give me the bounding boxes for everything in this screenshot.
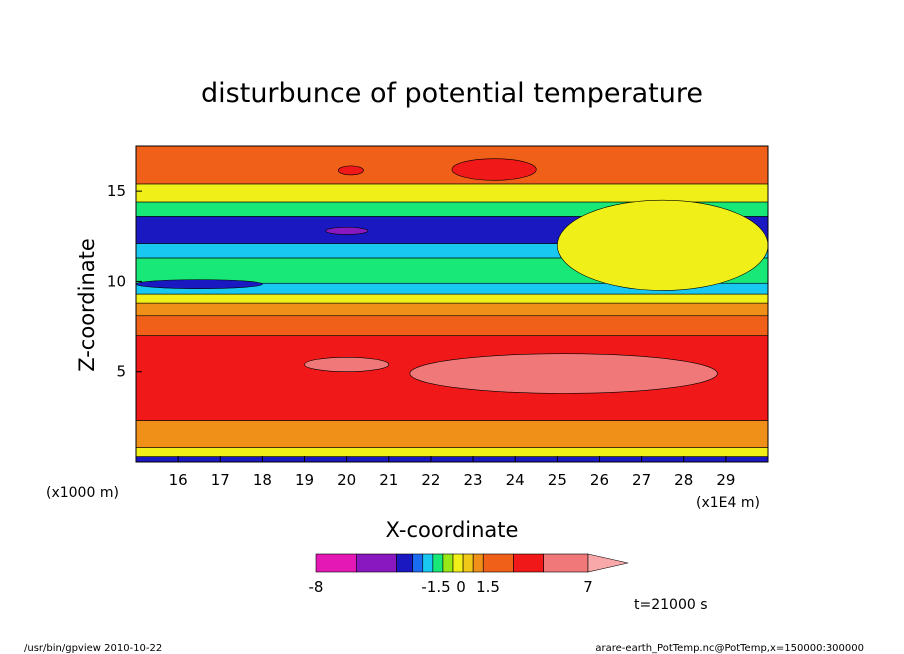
contour-band-1 <box>135 447 769 457</box>
chart-title: disturbunce of potential temperature <box>201 78 703 109</box>
colorbar-segment-10 <box>482 553 514 573</box>
x-tick-label: 20 <box>337 471 356 489</box>
colorbar-segment-5 <box>432 553 444 573</box>
x-unit-right: (x1E4 m) <box>696 495 760 511</box>
colorbar-segment-1 <box>355 553 397 573</box>
x-tick-label: 16 <box>169 471 188 489</box>
x-tick-label: 19 <box>295 471 314 489</box>
x-tick-label: 27 <box>632 471 651 489</box>
contour-band-12 <box>135 183 769 203</box>
colorbar-labels: -8 -1.5 0 1.5 7 <box>309 578 593 596</box>
contour-band-13 <box>135 145 769 185</box>
time-label: t=21000 s <box>634 597 708 613</box>
colorbar-segment-12 <box>543 553 589 573</box>
contour-band-0 <box>135 456 769 463</box>
contour-patch-1 <box>304 356 390 373</box>
x-tick-label: 23 <box>464 471 483 489</box>
colorbar-label: 0 <box>456 578 466 596</box>
contour-band-2 <box>135 420 769 448</box>
contour-patch-0 <box>409 353 718 394</box>
colorbar-label: -1.5 <box>421 578 450 596</box>
contour-band-4 <box>135 315 769 336</box>
colorbar-label: 1.5 <box>476 578 500 596</box>
plot-area <box>135 145 769 463</box>
x-tick-label: 25 <box>548 471 567 489</box>
y-tick-label: 15 <box>107 182 126 200</box>
contour-band-6 <box>135 293 769 304</box>
x-tick-label: 22 <box>421 471 440 489</box>
x-tick-label: 17 <box>211 471 230 489</box>
colorbar-label: -8 <box>309 578 324 596</box>
contour-band-5 <box>135 302 769 317</box>
contour-patch-6 <box>325 226 369 235</box>
x-tick-label: 28 <box>674 471 693 489</box>
colorbar-segment-8 <box>462 553 474 573</box>
footer-left: /usr/bin/gpview 2010-10-22 <box>24 643 162 654</box>
y-axis-label: Z-coordinate <box>75 238 99 372</box>
colorbar-segment-2 <box>396 553 414 573</box>
contour-patch-3 <box>337 165 364 176</box>
contour-patch-5 <box>135 279 263 289</box>
contour-patch-4 <box>557 199 769 291</box>
y-tick-label: 5 <box>116 363 126 381</box>
colorbar-segment-3 <box>412 553 424 573</box>
x-axis-label: X-coordinate <box>386 518 519 542</box>
x-tick-label: 18 <box>253 471 272 489</box>
contour-patch-2 <box>451 158 537 181</box>
x-tick-label: 29 <box>716 471 735 489</box>
colorbar-segment-9 <box>472 553 484 573</box>
colorbar-label: 7 <box>583 578 593 596</box>
colorbar-segment-4 <box>422 553 434 573</box>
colorbar-segment-0 <box>315 553 357 573</box>
colorbar-segment-6 <box>442 553 454 573</box>
y-tick-label: 10 <box>107 272 126 290</box>
y-tick-labels: 5 10 15 <box>107 182 142 381</box>
x-unit-left: (x1000 m) <box>46 485 119 501</box>
x-tick-label: 24 <box>506 471 525 489</box>
x-tick-label: 21 <box>379 471 398 489</box>
colorbar <box>315 553 629 573</box>
colorbar-segment-7 <box>452 553 464 573</box>
x-tick-label: 26 <box>590 471 609 489</box>
plot-frame <box>135 145 769 463</box>
footer-right: arare-earth_PotTemp.nc@PotTemp,x=150000:… <box>595 643 864 654</box>
x-tick-labels: 16 17 18 19 20 21 22 23 24 25 26 27 28 29 <box>169 456 735 489</box>
colorbar-segment-11 <box>513 553 544 573</box>
colorbar-arrow <box>587 553 629 573</box>
